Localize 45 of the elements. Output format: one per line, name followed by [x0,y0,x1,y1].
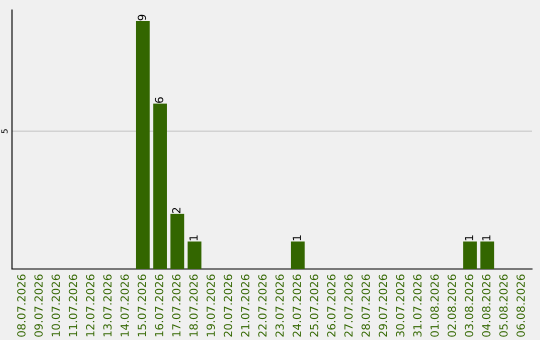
bar [170,214,184,269]
data-label: 1 [189,235,198,240]
y-tick-label: 5 [1,129,8,134]
data-label: 9 [138,14,146,20]
bar [480,241,494,269]
bar [136,21,150,269]
x-tick-label: 03.08.2026 [464,274,474,337]
x-tick-label: 01.08.2026 [430,274,439,337]
x-tick-label: 13.07.2026 [103,274,112,336]
x-tick-label: 30.07.2026 [396,274,404,337]
x-tick-label: 26.07.2026 [327,274,336,337]
x-tick-label: 08.07.2026 [17,274,26,337]
bar [153,104,167,269]
x-tick-label: 25.07.2026 [310,274,318,337]
data-label: 1 [482,235,490,240]
x-tick-label: 23.07.2026 [275,274,284,337]
x-tick-label: 29.07.2026 [378,274,388,337]
data-label: 1 [292,235,301,240]
x-tick-label: 04.08.2026 [482,274,490,337]
x-tick-label: 27.07.2026 [344,274,353,337]
x-tick-label: 17.07.2026 [172,274,181,336]
bar [463,241,477,269]
bar [188,241,202,269]
data-label: 2 [172,208,180,214]
data-label: 6 [154,97,164,103]
x-tick-label: 20.07.2026 [224,274,232,337]
x-tick-label: 15.07.2026 [138,274,146,336]
x-tick-label: 16.07.2026 [154,274,164,336]
x-tick-label: 21.07.2026 [240,274,250,337]
x-tick-label: 02.08.2026 [448,274,456,337]
bar [290,241,305,269]
x-tick-label: 28.07.2026 [362,274,370,337]
data-label: 1 [464,235,474,240]
x-tick-label: 18.07.2026 [189,274,198,336]
x-tick-label: 11.07.2026 [68,274,78,336]
x-tick-label: 24.07.2026 [292,274,302,337]
x-tick-label: 31.07.2026 [413,274,422,337]
x-tick-label: 14.07.2026 [120,274,129,336]
x-tick-label: 12.07.2026 [86,274,94,336]
x-tick-label: 10.07.2026 [52,274,60,336]
x-tick-label: 19.07.2026 [206,274,215,336]
x-tick-label: 05.08.2026 [499,274,508,337]
x-tick-label: 06.08.2026 [516,274,525,337]
x-tick-label: 22.07.2026 [258,274,267,337]
x-tick-label: 09.07.2026 [34,274,43,337]
